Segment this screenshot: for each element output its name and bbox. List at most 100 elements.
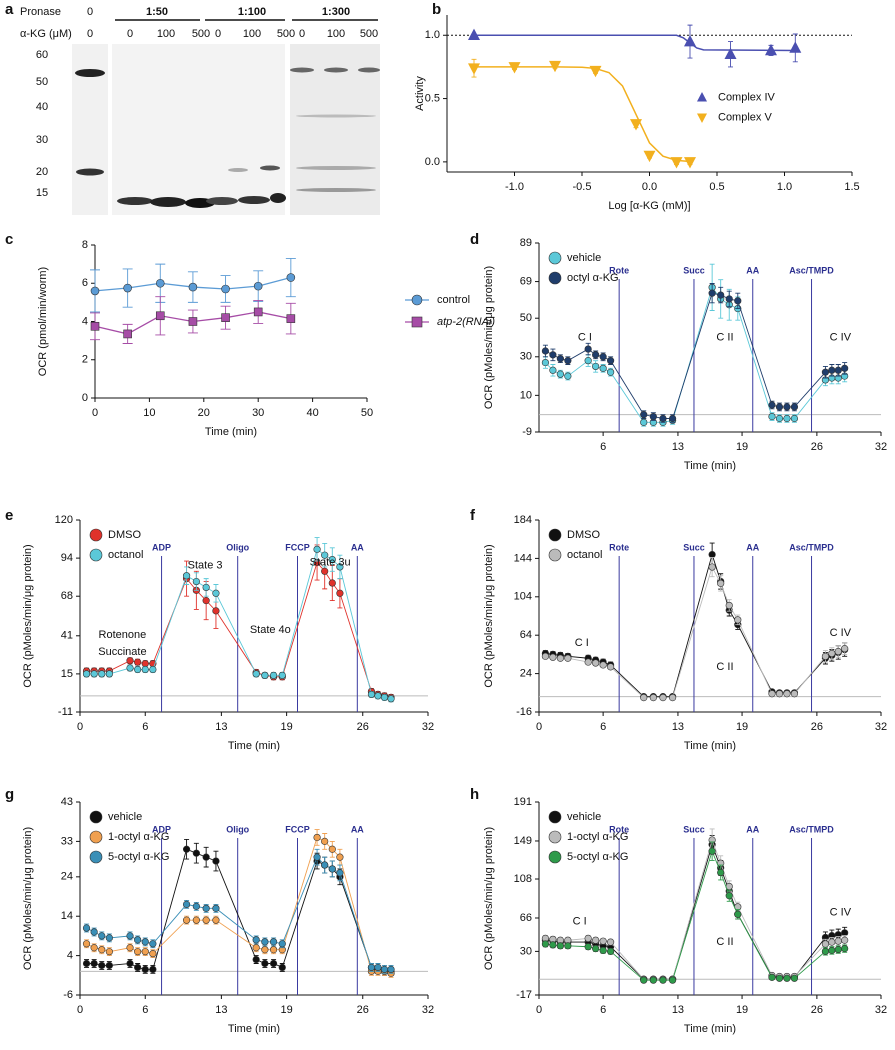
marker	[592, 659, 600, 667]
marker	[252, 670, 260, 678]
x-tick-label: 0	[92, 407, 98, 419]
chart: g -6 4 14 24 33 43 0 6 13 19 26 32 Time (min) OCR (pMo…	[5, 786, 434, 1035]
marker	[768, 973, 776, 981]
marker	[252, 944, 260, 952]
series-line	[545, 849, 845, 981]
y-tick-label: -17	[516, 989, 532, 1001]
x-axis-label: Time (min)	[228, 1023, 280, 1035]
marker	[640, 418, 648, 426]
panel-label: h	[470, 786, 479, 803]
lane-label: 1:300	[322, 6, 350, 18]
marker	[556, 355, 564, 363]
marker	[269, 938, 278, 946]
event-label: AA	[746, 265, 759, 275]
lane-label: 100	[157, 28, 175, 40]
marker	[278, 963, 286, 972]
annotation: C I	[578, 331, 592, 343]
marker	[374, 963, 382, 972]
y-tick-label: 0	[82, 392, 88, 404]
marker	[790, 690, 799, 698]
marker	[134, 936, 142, 944]
event-label: Succ	[683, 265, 705, 275]
marker	[141, 665, 149, 674]
x-tick-label: 26	[357, 1004, 369, 1016]
marker	[725, 892, 733, 900]
marker	[90, 959, 98, 968]
band	[290, 67, 314, 73]
legend-label: DMSO	[567, 529, 600, 541]
event-label: Rote	[609, 824, 629, 834]
y-tick-label: 149	[514, 835, 532, 847]
x-tick-label: 19	[736, 1004, 748, 1016]
marker	[105, 948, 113, 956]
marker	[252, 955, 260, 964]
marker	[252, 936, 260, 944]
event-label: Rote	[609, 265, 629, 275]
marker	[212, 857, 220, 865]
marker	[734, 616, 742, 624]
x-tick-label: 6	[600, 1004, 606, 1016]
marker	[768, 412, 776, 421]
marker	[708, 847, 716, 855]
marker	[321, 567, 329, 575]
marker	[269, 671, 278, 679]
event-label: Oligo	[226, 542, 249, 552]
marker	[105, 934, 113, 942]
marker	[278, 671, 286, 679]
panel-label: d	[470, 231, 479, 248]
marker	[549, 653, 557, 661]
marker	[821, 368, 830, 376]
marker	[468, 63, 480, 75]
marker	[768, 401, 776, 409]
event-label: FCCP	[285, 824, 310, 834]
marker	[90, 286, 100, 296]
marker	[768, 690, 776, 698]
y-axis-label: OCR (pMoles/min/μg protein)	[483, 544, 495, 687]
marker	[725, 601, 733, 610]
y-tick-label: -11	[58, 706, 73, 718]
marker	[725, 295, 733, 303]
marker	[123, 329, 132, 339]
marker	[841, 945, 849, 953]
event-label: Succ	[683, 824, 705, 834]
annotation: State 3u	[310, 556, 351, 568]
series-line	[86, 548, 392, 700]
y-tick-label: 69	[520, 275, 532, 287]
marker	[584, 345, 592, 353]
marker	[564, 357, 572, 365]
y-tick-label: 184	[514, 514, 532, 526]
marker	[828, 649, 836, 658]
y-tick-label: 4	[67, 950, 73, 962]
x-tick-label: 6	[600, 441, 606, 453]
x-tick-label: 13	[672, 721, 684, 733]
marker	[790, 403, 799, 411]
legend-marker	[548, 810, 562, 824]
marker	[134, 658, 142, 666]
y-tick-label: 30	[520, 351, 532, 363]
y-tick-label: 191	[514, 796, 532, 808]
y-axis-label: OCR (pMoles/min/μg protein)	[483, 827, 495, 970]
band	[206, 197, 238, 205]
series-line	[86, 848, 392, 972]
band	[296, 166, 376, 170]
marker	[82, 940, 91, 948]
marker	[367, 690, 376, 699]
marker	[734, 297, 742, 305]
event-label: ADP	[152, 542, 171, 552]
marker	[668, 693, 677, 702]
y-axis-label: OCR (pMoles/min/μg protein)	[22, 827, 34, 970]
marker	[834, 366, 842, 374]
marker	[202, 916, 210, 924]
annotation: C II	[716, 661, 733, 673]
chart: d -9 10 30 50 69 89 6 13 19 26 32 Time (min) OCR (pMo…	[470, 231, 887, 472]
lane-label: 100	[327, 28, 345, 40]
gel-panel: a Pronase 0 1:50 1:100 1:300 α-KG (μM) 0…	[5, 1, 380, 215]
y-tick-label: 66	[520, 912, 532, 924]
marker	[380, 965, 389, 973]
marker	[841, 929, 849, 937]
legend-marker	[89, 830, 103, 844]
x-tick-label: 13	[672, 441, 684, 453]
event-label: AA	[351, 542, 364, 552]
x-tick-label: 26	[811, 1004, 823, 1016]
x-tick-label: -1.0	[505, 181, 524, 193]
